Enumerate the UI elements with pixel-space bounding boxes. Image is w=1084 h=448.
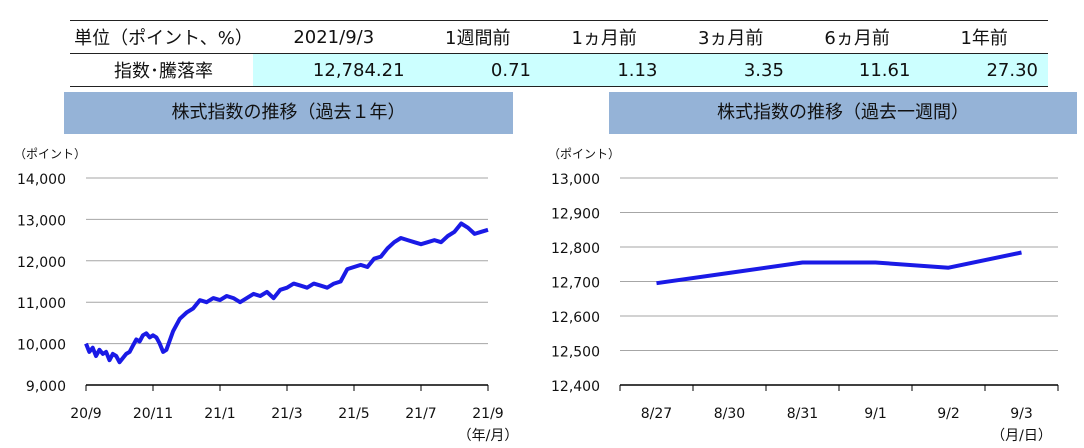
x-tick-label: 8/27 [641, 406, 672, 422]
summary-value-index: 12,784.21 [252, 53, 415, 87]
y-tick-label: 14,000 [17, 172, 66, 188]
summary-header-row: 単位（ポイント、%） 2021/9/3 1週間前 1ヵ月前 3ヵ月前 6ヵ月前 … [70, 20, 1048, 54]
x-tick-label: 21/9 [472, 406, 503, 422]
x-tick-label: 21/3 [271, 406, 302, 422]
chart-title-1week: 株式指数の推移（過去一週間） [609, 92, 1077, 134]
y-tick-label: 12,600 [551, 310, 600, 326]
summary-value-3month: 3.35 [667, 53, 794, 87]
summary-col-1year: 1年前 [920, 20, 1048, 54]
y-axis-label: （ポイント） [14, 147, 86, 161]
summary-row-label: 指数･騰落率 [70, 53, 253, 87]
y-tick-label: 12,900 [551, 207, 600, 223]
y-tick-label: 12,400 [551, 379, 600, 395]
summary-col-6month: 6ヵ月前 [793, 20, 921, 54]
chart-1week: 13,000 12,900 12,800 12,700 12,600 12,500 12,4… [548, 147, 1059, 444]
y-tick-label: 13,000 [551, 172, 600, 188]
summary-value-6month: 11.61 [793, 53, 921, 87]
y-tick-label: 12,000 [17, 255, 66, 271]
x-tick-label: 9/2 [937, 406, 960, 422]
x-axis-label: （月/日） [991, 428, 1052, 444]
x-tick-label: 20/11 [133, 406, 173, 422]
summary-col-1week: 1週間前 [414, 20, 541, 54]
summary-value-1month: 1.13 [540, 53, 668, 87]
summary-value-1year: 27.30 [920, 53, 1048, 87]
y-tick-label: 11,000 [17, 296, 66, 312]
series-line [656, 250, 1022, 286]
summary-col-3month: 3ヵ月前 [667, 20, 794, 54]
y-tick-label: 10,000 [17, 338, 66, 354]
summary-col-1month: 1ヵ月前 [540, 20, 668, 54]
x-tick-label: 8/30 [714, 406, 745, 422]
summary-value-row: 指数･騰落率 12,784.21 0.71 1.13 3.35 11.61 27… [70, 53, 1048, 87]
y-tick-label: 12,700 [551, 276, 600, 292]
x-tick-label: 9/1 [864, 406, 887, 422]
chart-1year: 14,000 13,000 12,000 11,000 10,000 9,000 （ポイント… [14, 147, 518, 444]
x-tick-label: 21/1 [204, 406, 235, 422]
summary-unit-label: 単位（ポイント、%） [70, 20, 253, 54]
x-tick-label: 21/7 [405, 406, 436, 422]
y-tick-label: 13,000 [17, 213, 66, 229]
x-tick-label: 8/31 [787, 406, 818, 422]
series-line [84, 221, 489, 365]
x-tick-label: 9/3 [1010, 406, 1033, 422]
x-axis-label: （年/月） [458, 428, 519, 444]
y-tick-label: 12,500 [551, 345, 600, 361]
chart-title-1year: 株式指数の推移（過去１年） [64, 92, 513, 134]
x-tick-label: 21/5 [338, 406, 369, 422]
summary-col-date: 2021/9/3 [252, 20, 415, 54]
y-axis-label: （ポイント） [548, 147, 620, 161]
y-tick-label: 12,800 [551, 241, 600, 257]
x-tick-label: 20/9 [70, 406, 101, 422]
summary-value-1week: 0.71 [414, 53, 541, 87]
y-tick-label: 9,000 [26, 379, 66, 395]
summary-table: 単位（ポイント、%） 2021/9/3 1週間前 1ヵ月前 3ヵ月前 6ヵ月前 … [70, 20, 1048, 87]
